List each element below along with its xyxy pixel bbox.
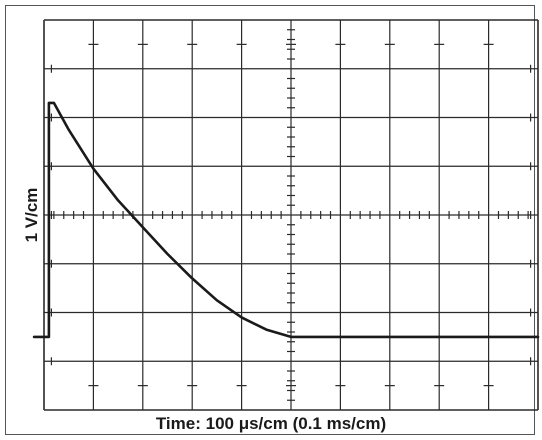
graticule-ticks <box>50 29 532 401</box>
y-axis-label: 1 V/cm <box>22 187 41 243</box>
x-axis-label: Time: 100 μs/cm (0.1 ms/cm) <box>155 414 387 433</box>
waveform-trace <box>32 101 540 339</box>
series-line-0 <box>32 101 540 339</box>
graticule <box>43 19 539 411</box>
